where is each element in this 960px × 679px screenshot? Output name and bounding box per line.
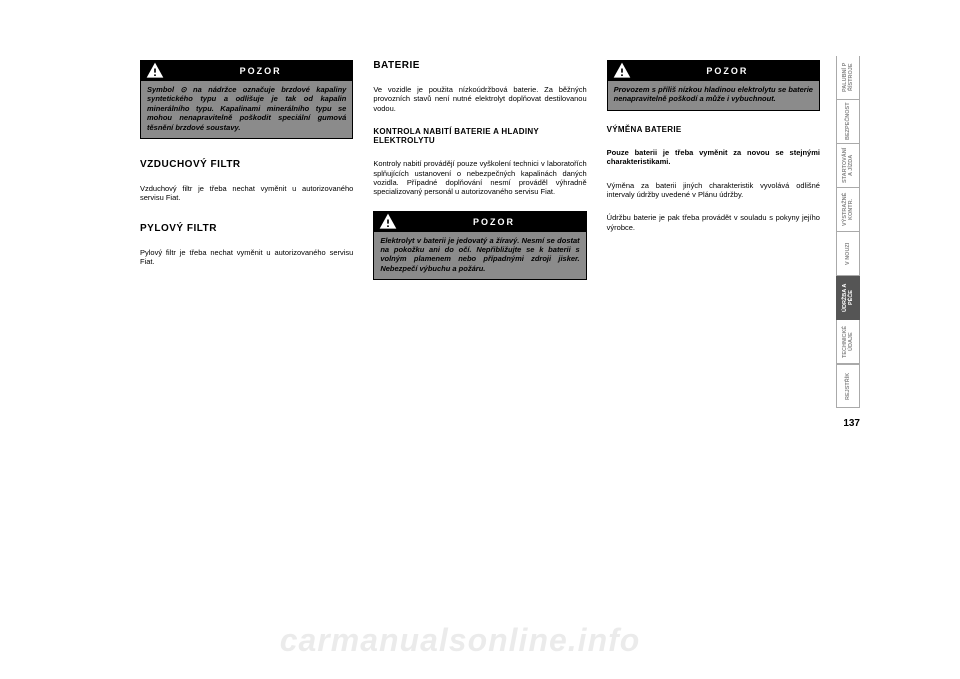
side-tab[interactable]: BEZPEČNOST <box>836 100 860 144</box>
side-tab[interactable]: V NOUZI <box>836 232 860 276</box>
side-tab[interactable]: PALUBNÍ P ŘÍSTROJE <box>836 56 860 100</box>
heading-battery-replace: VÝMĚNA BATERIE <box>607 125 820 134</box>
warning-body: Provozem s příliš nízkou hladinou elektr… <box>608 81 819 110</box>
warning-body: Elektrolyt v baterii je jedovatý a žírav… <box>374 232 585 280</box>
side-tab[interactable]: STARTOVÁNÍ A JÍZDA <box>836 144 860 188</box>
column-3: POZOR Provozem s příliš nízkou hladinou … <box>607 60 820 280</box>
side-tab[interactable]: VÝSTRAŽNÉ KONTR. <box>836 188 860 232</box>
text-battery: Ve vozidle je použita nízkoúdržbová bate… <box>373 85 586 113</box>
warning-box-1: POZOR Symbol ⊙ na nádržce označuje brzdo… <box>140 60 353 139</box>
side-tab[interactable]: TECHNICKÉ ÚDAJE <box>836 320 860 364</box>
text-battery-replace-2: Výměna za baterii jiných charakteristik … <box>607 181 820 200</box>
text-pollen-filter: Pylový filtr je třeba nechat vyměnit u a… <box>140 248 353 267</box>
warning-header: POZOR <box>608 61 819 81</box>
text-air-filter: Vzduchový filtr je třeba nechat vyměnit … <box>140 184 353 203</box>
side-tab[interactable]: REJSTŘÍK <box>836 364 860 408</box>
warning-icon <box>141 61 169 81</box>
page-number: 137 <box>843 418 860 429</box>
warning-header: POZOR <box>141 61 352 81</box>
warning-title: POZOR <box>402 212 585 232</box>
warning-box-2: POZOR Elektrolyt v baterii je jedovatý a… <box>373 211 586 281</box>
watermark: carmanualsonline.info <box>140 622 780 659</box>
column-1: POZOR Symbol ⊙ na nádržce označuje brzdo… <box>140 60 353 280</box>
heading-pollen-filter: PYLOVÝ FILTR <box>140 223 353 234</box>
warning-header: POZOR <box>374 212 585 232</box>
side-tab[interactable]: ÚDRŽBA A PÉČE <box>836 276 860 320</box>
column-2: BATERIE Ve vozidle je použita nízkoúdržb… <box>373 60 586 280</box>
warning-title: POZOR <box>636 61 819 81</box>
text-battery-check: Kontroly nabití provádějí pouze vyškolen… <box>373 159 586 197</box>
heading-battery-check: KONTROLA NABITÍ BATERIE A HLADINY ELEKTR… <box>373 127 586 145</box>
text-battery-replace-3: Údržbu baterie je pak třeba provádět v s… <box>607 213 820 232</box>
heading-battery: BATERIE <box>373 60 586 71</box>
text-battery-replace-1: Pouze baterii je třeba vyměnit za novou … <box>607 148 820 167</box>
warning-title: POZOR <box>169 61 352 81</box>
heading-air-filter: VZDUCHOVÝ FILTR <box>140 159 353 170</box>
warning-body: Symbol ⊙ na nádržce označuje brzdové kap… <box>141 81 352 138</box>
warning-box-3: POZOR Provozem s příliš nízkou hladinou … <box>607 60 820 111</box>
warning-icon <box>374 212 402 232</box>
side-tabs: PALUBNÍ P ŘÍSTROJEBEZPEČNOSTSTARTOVÁNÍ A… <box>836 56 860 408</box>
warning-icon <box>608 61 636 81</box>
page-content: POZOR Symbol ⊙ na nádržce označuje brzdo… <box>140 60 820 280</box>
